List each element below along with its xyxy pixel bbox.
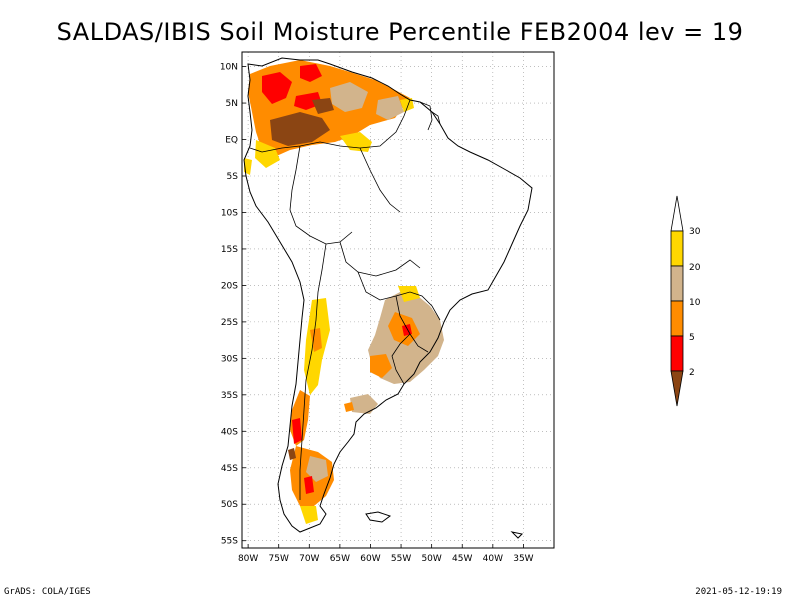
lon-tick-label: 65W [330,554,350,564]
country-borders [249,99,441,500]
colorbar-bin-tan [670,265,684,302]
lon-tick-label: 70W [299,554,319,564]
lat-tick-label: 10N [220,63,238,73]
lat-tick-label: 55S [221,537,238,547]
lon-tick-label: 35W [513,554,533,564]
map-frame [241,51,555,549]
colorbar-arrow-top [670,195,684,232]
lat-tick-label: 5N [226,99,238,109]
grads-credit: GrADS: COLA/IGES [4,587,91,597]
shade-west-orange [310,328,322,352]
colorbar-label-10: 10 [689,298,701,308]
soil-moisture-shading [244,60,444,524]
lon-tick-label: 55W [391,554,411,564]
shade-southeast-orange-2 [370,354,392,378]
lat-tick-label: 5S [227,172,239,182]
shade-argentina-tan [350,394,378,414]
lat-tick-label: 25S [221,318,238,328]
shade-coast-yellow [244,158,252,175]
longitude-tick-labels: 80W 75W 70W 65W 60W 55W 50W 45W 40W 35W [238,554,534,564]
lat-tick-label: 10S [221,208,238,218]
lon-tick-label: 75W [269,554,289,564]
colorbar-legend: 30 20 10 5 2 [670,195,701,407]
colorbar-label-30: 30 [689,227,701,237]
lon-tick-label: 80W [238,554,258,564]
lat-tick-label: EQ [225,136,238,146]
colorbar-label-20: 20 [689,263,701,273]
shade-north-red-2 [300,64,322,82]
shade-patagonia-tan [306,456,328,482]
shade-chile-red [292,418,302,444]
map-title: SALDAS/IBIS Soil Moisture Percentile FEB… [56,18,744,46]
lat-tick-label: 20S [221,281,238,291]
lon-tick-label: 60W [360,554,380,564]
shade-north-tan [330,82,368,112]
shade-argentina-orange [344,402,354,412]
colorbar-bin-red [670,335,684,372]
shade-patagonia-yellow [300,506,318,524]
lat-tick-label: 30S [221,354,238,364]
lon-tick-label: 45W [452,554,472,564]
colorbar-label-5: 5 [689,333,695,343]
colorbar-bin-orange [670,300,684,337]
lat-tick-label: 35S [221,391,238,401]
shade-north-yellow [255,140,280,168]
lon-tick-label: 50W [421,554,441,564]
lat-tick-label: 40S [221,427,238,437]
shade-north-yellow-3 [400,98,414,112]
latitude-tick-labels: 10N 5N EQ 5S 10S 15S 20S 25S 30S 35S 40S 45S 50S 55S [220,63,238,547]
colorbar-arrow-bottom [670,370,684,407]
colorbar-label-2: 2 [689,368,695,378]
shade-patagonia-brown [288,448,296,460]
lon-tick-label: 40W [483,554,503,564]
lat-tick-label: 50S [221,500,238,510]
shade-southeast-yellow [398,286,420,302]
colorbar-bin-yellow [670,230,684,267]
shade-north-brown [270,112,330,146]
lat-tick-label: 45S [221,464,238,474]
shade-north-brown-2 [312,98,334,114]
shade-north-tan-2 [376,96,404,120]
shade-north-red [262,72,292,104]
shade-patagonia-red [304,476,314,494]
lat-tick-label: 15S [221,245,238,255]
render-timestamp: 2021-05-12-19:19 [695,587,782,597]
